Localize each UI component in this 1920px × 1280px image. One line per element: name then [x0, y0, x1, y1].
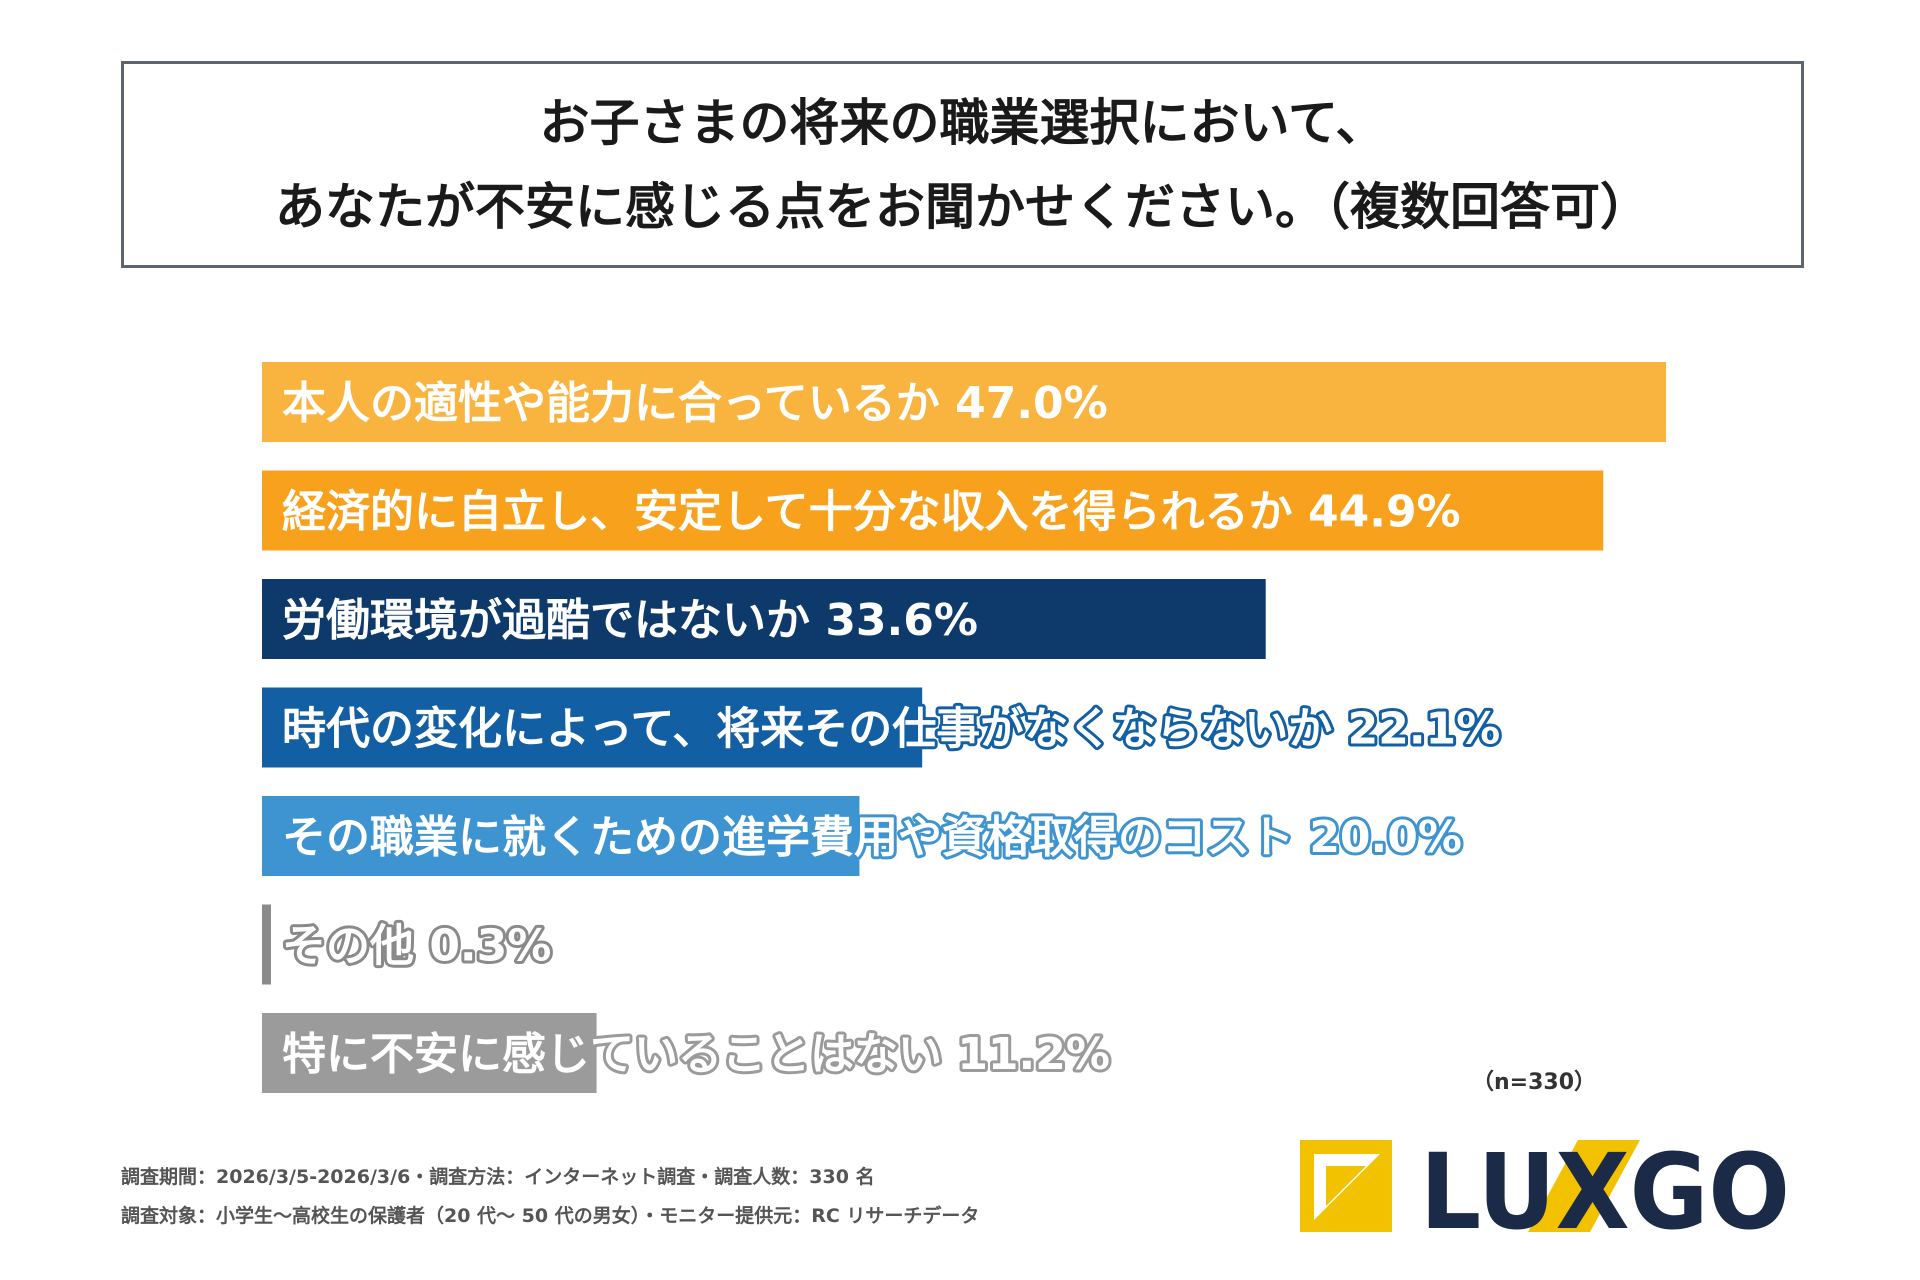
logo-mark-icon	[1300, 1140, 1392, 1232]
bar-label-3: 労働環境が過酷ではないか 33.6%	[282, 595, 978, 646]
bar-label-5: その職業に就くための進学費用や資格取得のコスト 20.0%	[282, 812, 1462, 863]
bar-label-7: 特に不安に感じていることはない 11.2%	[282, 1029, 1110, 1080]
bar-1	[262, 362, 1666, 442]
bar-label-1: 本人の適性や能力に合っているか 47.0%	[282, 378, 1108, 429]
bar-5	[262, 796, 860, 876]
logo-text: LUXGO	[1420, 1136, 1790, 1236]
survey-info-line-1: 調査期間：2026/3/5-2026/3/6・調査方法：インターネット調査・調査…	[121, 1166, 875, 1188]
bar-label-6: その他 0.3%	[282, 921, 551, 972]
bar-label-2: 経済的に自立し、安定して十分な収入を得られるか 44.9%	[282, 487, 1461, 538]
luxgo-logo: LUXGO	[1300, 1136, 1790, 1236]
chart-title-line-2: あなたが不安に感じる点をお聞かせください。（複数回答可）	[275, 177, 1650, 236]
bar-4	[262, 687, 923, 768]
chart-title-box: お子さまの将来の職業選択において、 あなたが不安に感じる点をお聞かせください。（…	[121, 61, 1804, 268]
bar-label-4: 時代の変化によって、将来その仕事がなくならないか 22.1%	[282, 704, 1500, 755]
chart-title-line-1: お子さまの将来の職業選択において、	[539, 93, 1386, 152]
survey-info-line-2: 調査対象：小学生〜高校生の保護者（20 代〜 50 代の男女）・モニター提供元：…	[121, 1205, 980, 1227]
bar-7	[262, 1013, 597, 1093]
bar-3	[262, 579, 1266, 659]
bar-6	[262, 904, 271, 985]
sample-size-note: （n=330）	[1472, 1070, 1597, 1095]
bar-2	[262, 470, 1604, 551]
